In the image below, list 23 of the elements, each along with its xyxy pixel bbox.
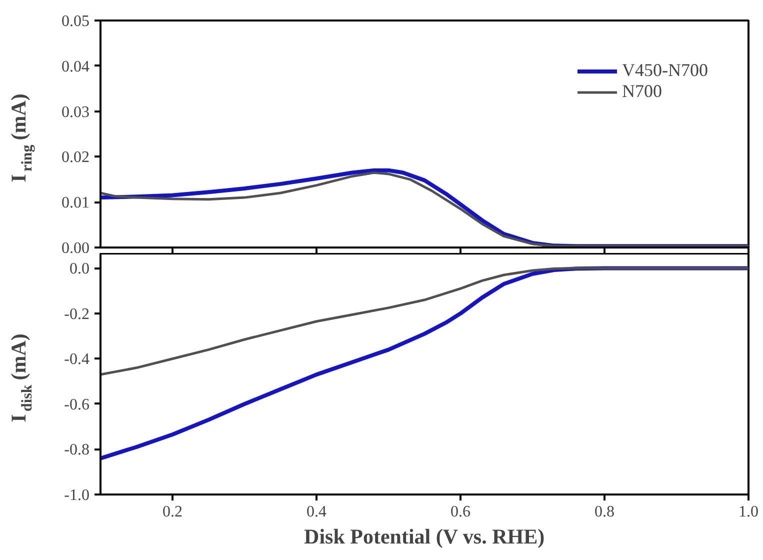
y-tick-label: -1.0 xyxy=(64,487,90,504)
x-axis-title: Disk Potential (V vs. RHE) xyxy=(304,524,545,548)
y-axis-title: Idisk (mA) xyxy=(6,334,36,422)
x-tick-label: 1.0 xyxy=(738,504,758,520)
y-tick-label: -0.8 xyxy=(64,442,90,459)
y-tick-label: -0.4 xyxy=(64,351,90,368)
y-tick-label: 0.00 xyxy=(62,240,90,257)
y-tick-label: -0.6 xyxy=(64,396,90,414)
y-axis-title: Iring (mA) xyxy=(6,94,36,182)
y-tick-label: -0.2 xyxy=(64,306,90,323)
y-tick-label: 0.05 xyxy=(62,13,90,30)
legend-label: V450-N700 xyxy=(622,60,708,81)
line-series xyxy=(100,266,748,376)
x-tick-label: 0.6 xyxy=(450,504,470,520)
legend-label: N700 xyxy=(622,81,662,102)
y-tick-label: 0.0 xyxy=(70,260,90,278)
y-tick-label: 0.02 xyxy=(62,149,90,166)
y-tick-label: 0.04 xyxy=(62,58,90,76)
x-tick-label: 0.4 xyxy=(306,504,326,520)
y-tick-label: 0.01 xyxy=(62,194,90,212)
x-tick-label: 0.8 xyxy=(594,504,614,520)
x-tick-label: 0.2 xyxy=(162,504,182,520)
y-tick-label: 0.03 xyxy=(62,104,90,121)
